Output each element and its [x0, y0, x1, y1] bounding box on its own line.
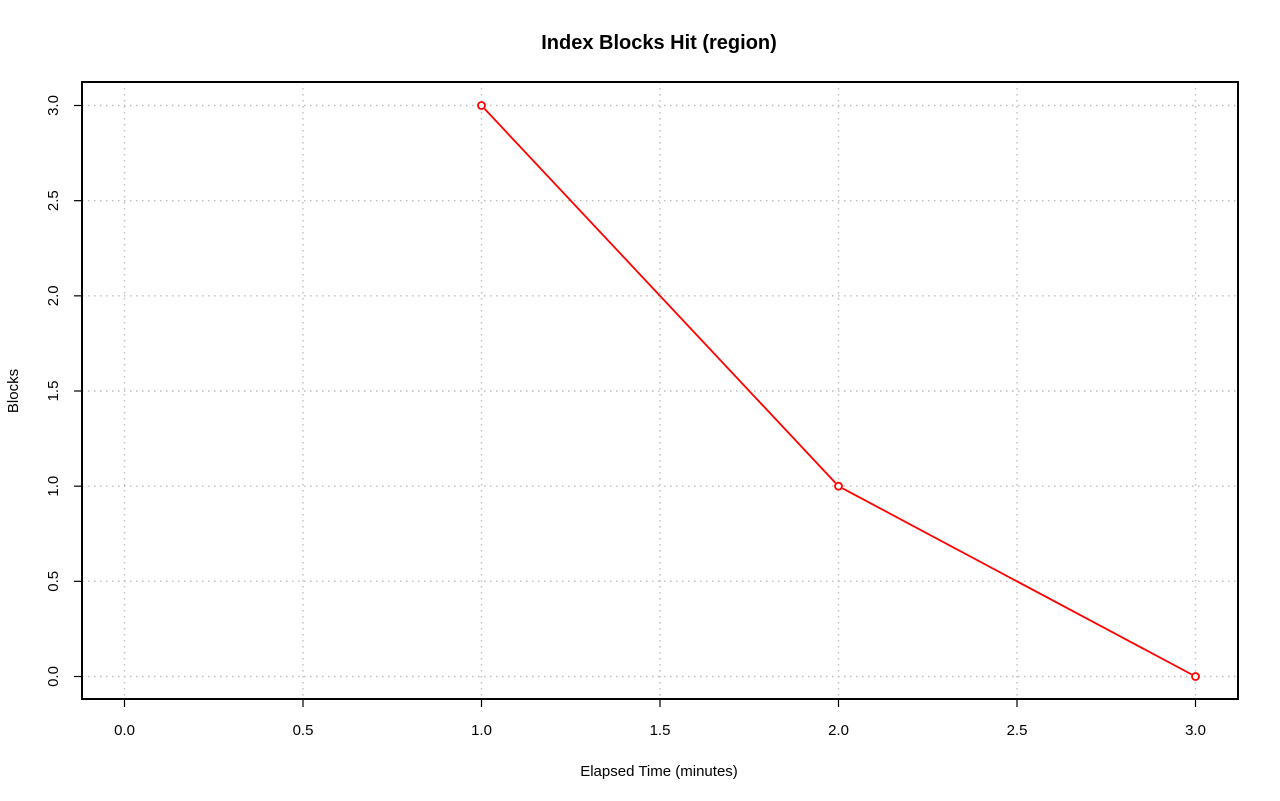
series-line-segment — [483, 108, 837, 484]
x-tick-label: 0.0 — [114, 722, 135, 739]
y-tick-label: 1.5 — [45, 381, 62, 402]
data-point — [477, 101, 486, 110]
y-tick-label: 2.0 — [45, 285, 62, 306]
y-axis-label: Blocks — [5, 369, 22, 413]
y-tick-label: 3.0 — [45, 95, 62, 116]
x-tick-label: 1.0 — [471, 722, 492, 739]
grid — [82, 82, 1238, 699]
x-tick-label: 3.0 — [1185, 722, 1206, 739]
x-tick-label: 2.5 — [1007, 722, 1028, 739]
x-tick-label: 2.0 — [828, 722, 849, 739]
chart-title: Index Blocks Hit (region) — [541, 32, 777, 54]
y-tick-label: 1.0 — [45, 476, 62, 497]
axis-ticks: 0.0 0.5 1.0 1.5 2.0 2.5 3.0 0.0 0.5 1.0 1.5 2.0 2.5 3… — [45, 95, 1206, 739]
y-tick-label: 2.5 — [45, 190, 62, 211]
x-axis-label: Elapsed Time (minutes) — [580, 763, 738, 780]
data-point — [834, 481, 843, 491]
data-point — [1191, 672, 1200, 681]
series-line-segment — [842, 487, 1192, 676]
x-tick-label: 1.5 — [650, 722, 671, 739]
y-tick-label: 0.5 — [45, 571, 62, 592]
plot-frame — [81, 81, 1239, 700]
data-series — [477, 101, 1200, 681]
y-tick-label: 0.0 — [45, 666, 62, 687]
x-tick-label: 0.5 — [293, 722, 314, 739]
